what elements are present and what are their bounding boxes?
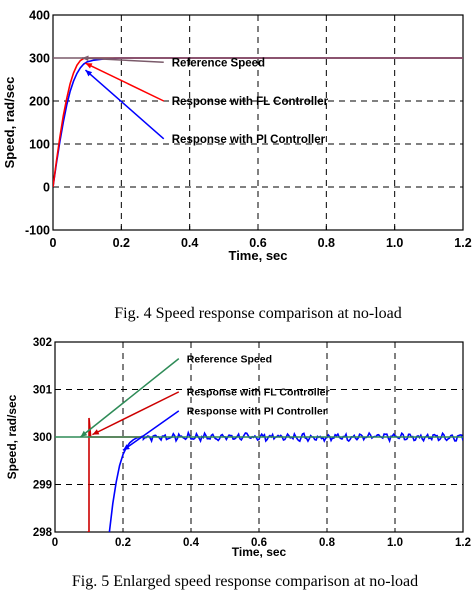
y-tick-label: 300	[33, 432, 52, 444]
figure-caption-4: Fig. 4 Speed response comparison at no-l…	[114, 305, 402, 322]
series-line-response-with-pi-controller	[108, 430, 463, 532]
x-tick-label: 1.2	[454, 236, 471, 250]
annotation-arrowhead	[80, 430, 88, 437]
x-tick-label: 0.6	[251, 537, 267, 549]
annotation-label-response-with-pi-controller: Response with PI Controller	[187, 406, 327, 418]
x-axis-label: Time, sec	[228, 248, 287, 263]
y-axis-label: Speed, rad/sec	[2, 77, 17, 169]
x-tick-label: 0.2	[115, 537, 131, 549]
annotation-arrow-reference-speed	[80, 358, 180, 438]
y-tick-label: 0	[43, 181, 50, 195]
annotation-arrow-response-with-fl-controller	[85, 62, 165, 102]
annotation-label-reference-speed: Reference Speed	[187, 353, 272, 365]
annotation-arrow-reference-speed	[82, 57, 164, 64]
y-tick-label: 300	[29, 52, 50, 66]
series-line-response-with-fl-controller	[87, 417, 144, 532]
figure-caption-5: Fig. 5 Enlarged speed response compariso…	[72, 573, 418, 590]
y-tick-label: 200	[29, 95, 50, 109]
annotation-label-response-with-pi-controller: Response with PI Controller	[172, 134, 326, 146]
x-tick-label: 0.4	[183, 537, 200, 549]
y-tick-label: 302	[33, 337, 52, 349]
x-tick-label: 1.0	[386, 236, 403, 250]
y-tick-label: -100	[25, 224, 50, 238]
y-tick-label: 400	[29, 9, 50, 23]
x-tick-label: 0.4	[181, 236, 198, 250]
x-tick-label: 1.2	[455, 537, 471, 549]
y-axis-label: Speed, rad/sec	[5, 394, 19, 479]
annotation-arrowhead	[92, 429, 100, 435]
x-axis-label: Time, sec	[232, 545, 287, 559]
annotation-label-response-with-fl-controller: Response with FL Controller	[172, 96, 329, 108]
y-tick-label: 299	[33, 480, 52, 492]
annotation-arrowhead	[85, 63, 93, 69]
chart-speed-response: 0 0.2 0.4 0.6 0.8 1.0 1.2-1000100200300400Time…	[2, 9, 472, 264]
annotation-label-response-with-fl-controller: Response with FL Controller	[187, 387, 330, 399]
annotation-arrowhead	[85, 70, 93, 77]
annotation-label-reference-speed: Reference Speed	[172, 57, 265, 69]
annotation-arrow-response-with-pi-controller	[84, 69, 165, 140]
x-tick-label: 0	[50, 236, 57, 250]
x-tick-label: 0.8	[318, 236, 335, 250]
x-tick-label: 0.6	[249, 236, 266, 250]
x-tick-label: 0.8	[319, 537, 336, 549]
annotation-arrow-response-with-fl-controller	[92, 391, 180, 436]
plot-frame	[52, 14, 464, 231]
annotation-arrow-response-with-pi-controller	[122, 410, 180, 451]
annotation-arrowhead	[82, 55, 89, 62]
x-tick-label: 1.0	[387, 537, 403, 549]
y-tick-label: 100	[29, 138, 50, 152]
chart-enlarged-speed-response: 0 0.2 0.4 0.6 0.8 1.0 1.2 298 299 300 301 302 Time, …	[5, 337, 471, 559]
series-group	[55, 417, 463, 532]
y-tick-label: 298	[33, 527, 53, 539]
annotation-arrowhead	[123, 444, 130, 451]
y-tick-label: 301	[33, 385, 53, 397]
x-tick-label: 0.2	[113, 236, 130, 250]
x-tick-label: 0	[52, 537, 58, 549]
